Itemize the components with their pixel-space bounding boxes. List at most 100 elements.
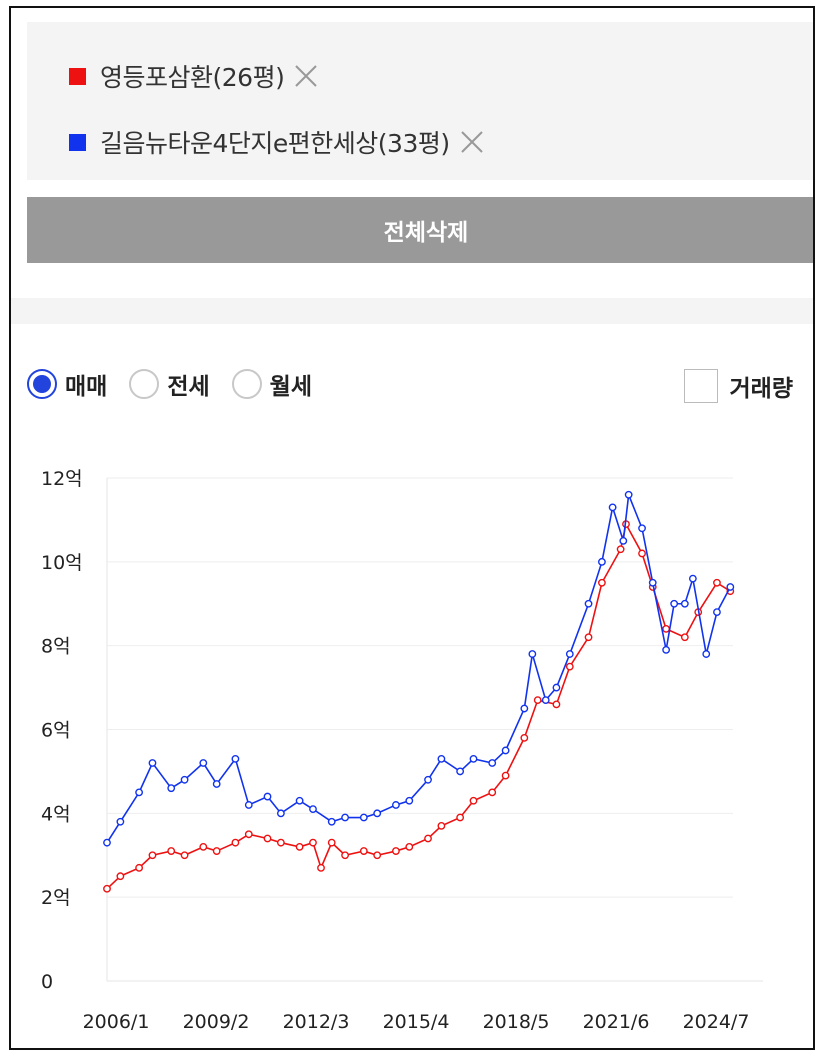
data-point-0 [263, 834, 272, 843]
data-point-0 [565, 662, 574, 671]
data-point-1 [619, 536, 628, 545]
radio-label: 전세 [167, 374, 210, 400]
data-point-0 [424, 834, 432, 843]
compare-list: 영등포삼환(26평) 길음뉴타운4단지e편한세상(33평) [27, 22, 813, 180]
x-tick-label: 2015/4 [383, 1011, 450, 1033]
series-line-0 [106, 521, 731, 890]
data-point-1 [541, 696, 550, 705]
data-point-0 [662, 624, 671, 633]
x-tick-label: 2021/6 [583, 1011, 650, 1033]
data-point-1 [598, 557, 606, 566]
data-point-1 [212, 780, 221, 788]
x-tick-label: 2024/7 [683, 1011, 750, 1033]
data-point-1 [116, 817, 125, 826]
close-icon[interactable] [458, 128, 486, 156]
data-point-0 [231, 838, 240, 847]
radio-option-sale[interactable]: 매매 [27, 367, 107, 401]
x-tick-label: 2006/1 [83, 1011, 150, 1033]
data-point-1 [662, 645, 671, 654]
data-point-1 [341, 813, 349, 822]
data-point-0 [276, 838, 285, 847]
data-point-1 [405, 796, 414, 805]
data-point-1 [726, 583, 735, 591]
data-point-0 [392, 847, 400, 855]
data-point-0 [501, 771, 510, 780]
compare-item-label: 영등포삼환(26평) [100, 63, 285, 92]
data-point-1 [424, 775, 432, 784]
data-point-0 [135, 863, 144, 872]
radio-option-jeonse[interactable]: 전세 [129, 367, 210, 401]
data-point-1 [392, 801, 400, 809]
x-tick-label: 2012/3 [283, 1011, 350, 1033]
radio-button-icon[interactable] [129, 369, 160, 399]
data-point-0 [341, 851, 349, 860]
data-point-0 [552, 700, 561, 709]
data-point-1 [244, 801, 253, 809]
data-point-1 [437, 754, 446, 763]
data-point-0 [584, 633, 593, 642]
data-point-0 [437, 822, 446, 830]
data-point-1 [688, 574, 697, 583]
data-point-1 [263, 792, 272, 801]
y-tick-label: 0 [41, 971, 53, 993]
radio-button-icon[interactable] [231, 369, 262, 399]
data-point-0 [359, 847, 368, 855]
data-point-1 [520, 704, 529, 713]
data-point-0 [520, 733, 529, 742]
data-point-1 [180, 775, 189, 784]
data-point-1 [501, 746, 510, 755]
data-point-1 [680, 599, 689, 608]
data-point-0 [598, 578, 606, 587]
y-tick-label: 10억 [41, 552, 83, 574]
x-tick-label: 2009/2 [183, 1011, 250, 1033]
checkbox-icon[interactable] [683, 369, 718, 403]
data-point-1 [565, 650, 574, 658]
data-point-0 [199, 842, 208, 851]
data-point-0 [638, 549, 646, 558]
data-point-1 [552, 683, 561, 692]
close-icon[interactable] [292, 62, 320, 90]
series-color-swatch [69, 133, 86, 151]
data-point-0 [244, 830, 253, 839]
y-tick-label: 2억 [41, 887, 71, 909]
data-point-0 [469, 796, 478, 805]
data-point-0 [295, 842, 304, 851]
data-point-1 [309, 805, 317, 814]
series-line-1 [106, 494, 732, 844]
data-point-1 [276, 809, 285, 818]
y-tick-label: 4억 [41, 803, 71, 825]
series-color-swatch [69, 67, 86, 85]
volume-checkbox[interactable]: 거래량 [683, 366, 793, 406]
data-point-1 [528, 650, 537, 658]
data-point-1 [488, 759, 497, 767]
data-point-1 [103, 838, 111, 847]
data-point-1 [608, 503, 617, 512]
y-tick-label: 6억 [41, 720, 71, 742]
data-point-1 [373, 809, 382, 818]
data-point-1 [327, 817, 336, 826]
data-point-1 [295, 796, 304, 805]
compare-item-1: 길음뉴타운4단지e편한세상(33평) [69, 122, 486, 162]
data-point-0 [116, 872, 125, 881]
radio-button-checked-icon[interactable] [27, 369, 57, 399]
trade-type-selector: 매매 전세 월세 [27, 364, 334, 404]
data-point-1 [624, 490, 633, 499]
data-point-0 [405, 842, 414, 851]
data-point-0 [148, 851, 157, 860]
data-point-0 [180, 851, 189, 860]
data-point-1 [148, 759, 157, 767]
compare-item-label: 길음뉴타운4단지e편한세상(33평) [100, 129, 450, 158]
y-tick-label: 8억 [41, 636, 71, 658]
data-point-0 [456, 813, 465, 822]
data-point-1 [584, 599, 593, 608]
compare-item-0: 영등포삼환(26평) [69, 56, 320, 96]
section-divider [11, 298, 813, 324]
delete-all-button[interactable]: 전체삭제 [27, 197, 813, 263]
x-tick-label: 2018/5 [483, 1011, 550, 1033]
data-point-1 [713, 608, 721, 617]
data-point-1 [670, 599, 679, 608]
data-point-0 [680, 633, 689, 642]
compare-panel: 영등포삼환(26평) 길음뉴타운4단지e편한세상(33평) 전체삭제 매매 전세… [9, 6, 815, 1050]
radio-option-monthly-rent[interactable]: 월세 [231, 367, 312, 401]
data-point-1 [469, 754, 478, 763]
